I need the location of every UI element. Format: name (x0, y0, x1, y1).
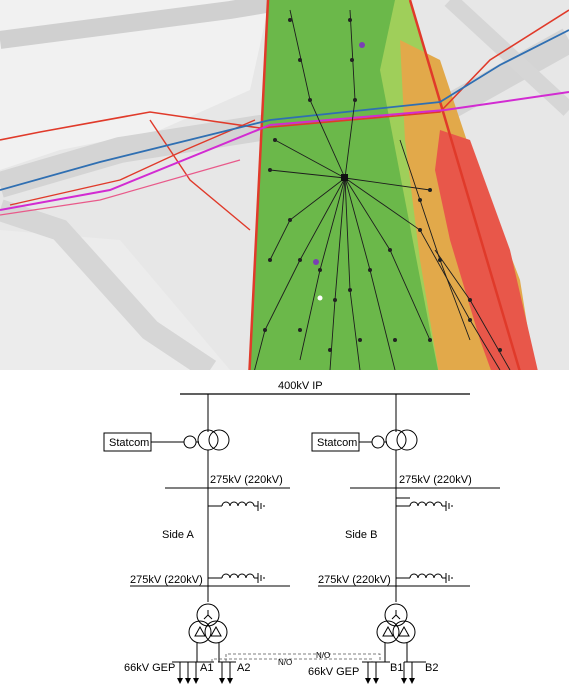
normally-open-label: N/O (278, 658, 292, 667)
side-a-275kv-bottom-label: 275kV (220kV) (130, 574, 203, 586)
busbar-400kv-label: 400kV IP (278, 380, 323, 392)
side-a-three-winding-transformer (188, 620, 212, 644)
side-a-shunt-reactor-2 (221, 573, 255, 579)
export-cable-red (149, 119, 251, 231)
turbine-markers (263, 18, 502, 352)
side-b-shunt-reactor-2 (409, 573, 443, 579)
export-cable-red (9, 119, 256, 206)
side-b-three-winding-transformer (384, 603, 408, 627)
side-b-gep-label: 66kV GEP (308, 666, 359, 678)
side-a-bus-a1-label: A1 (200, 662, 213, 674)
side-b-bus-b1-label: B1 (390, 662, 403, 674)
side-b-three-winding-transformer (392, 620, 416, 644)
shipping-lane (0, 199, 217, 380)
circuit-arrowheads (177, 678, 415, 684)
side-a-winding-symbol (210, 625, 222, 637)
side-b-bus-b2-label: B2 (425, 662, 438, 674)
platform-marker (359, 42, 365, 48)
side-a-statcom-box (103, 432, 152, 452)
normally-open-label: N/O (316, 651, 330, 660)
normally-open-links (211, 653, 381, 662)
side-a-shunt-reactor (221, 501, 255, 507)
side-b-winding-symbol (382, 625, 394, 637)
side-a-winding-symbol (194, 625, 206, 637)
side-a-winding-symbol (203, 610, 213, 620)
single-line-diagram: 400kV IP (0, 370, 569, 690)
side-b-statcom-box (311, 432, 360, 452)
export-cable-magenta (0, 159, 241, 216)
diagram-background (0, 370, 569, 690)
side-b-grid-transformer-winding (396, 429, 418, 451)
side-b-275kv-bottom-label: 275kV (220kV) (318, 574, 391, 586)
side-a-three-winding-transformer (196, 603, 220, 627)
side-b-three-winding-transformer (376, 620, 400, 644)
export-cable-blue (0, 29, 569, 191)
side-b-winding-symbol (391, 610, 401, 620)
side-b-shunt-reactor (409, 501, 443, 507)
side-b-statcom-label: Statcom (317, 437, 357, 449)
side-a-label: Side A (162, 529, 194, 541)
side-a-grid-transformer-winding (208, 429, 230, 451)
shipping-lane (444, 0, 569, 116)
offshore-substation-marker (341, 174, 348, 181)
side-a-gep-label: 66kV GEP (124, 662, 175, 674)
platform-marker (317, 295, 323, 301)
side-b-winding-symbol (398, 625, 410, 637)
side-b-label: Side B (345, 529, 377, 541)
side-a-three-winding-transformer (204, 620, 228, 644)
side-a-bus-a2-label: A2 (237, 662, 250, 674)
side-b-275kv-top-label: 275kV (220kV) (399, 474, 472, 486)
platform-marker (313, 259, 319, 265)
side-a-275kv-top-label: 275kV (220kV) (210, 474, 283, 486)
side-a-statcom-label: Statcom (109, 437, 149, 449)
export-cable-magenta (0, 91, 569, 211)
